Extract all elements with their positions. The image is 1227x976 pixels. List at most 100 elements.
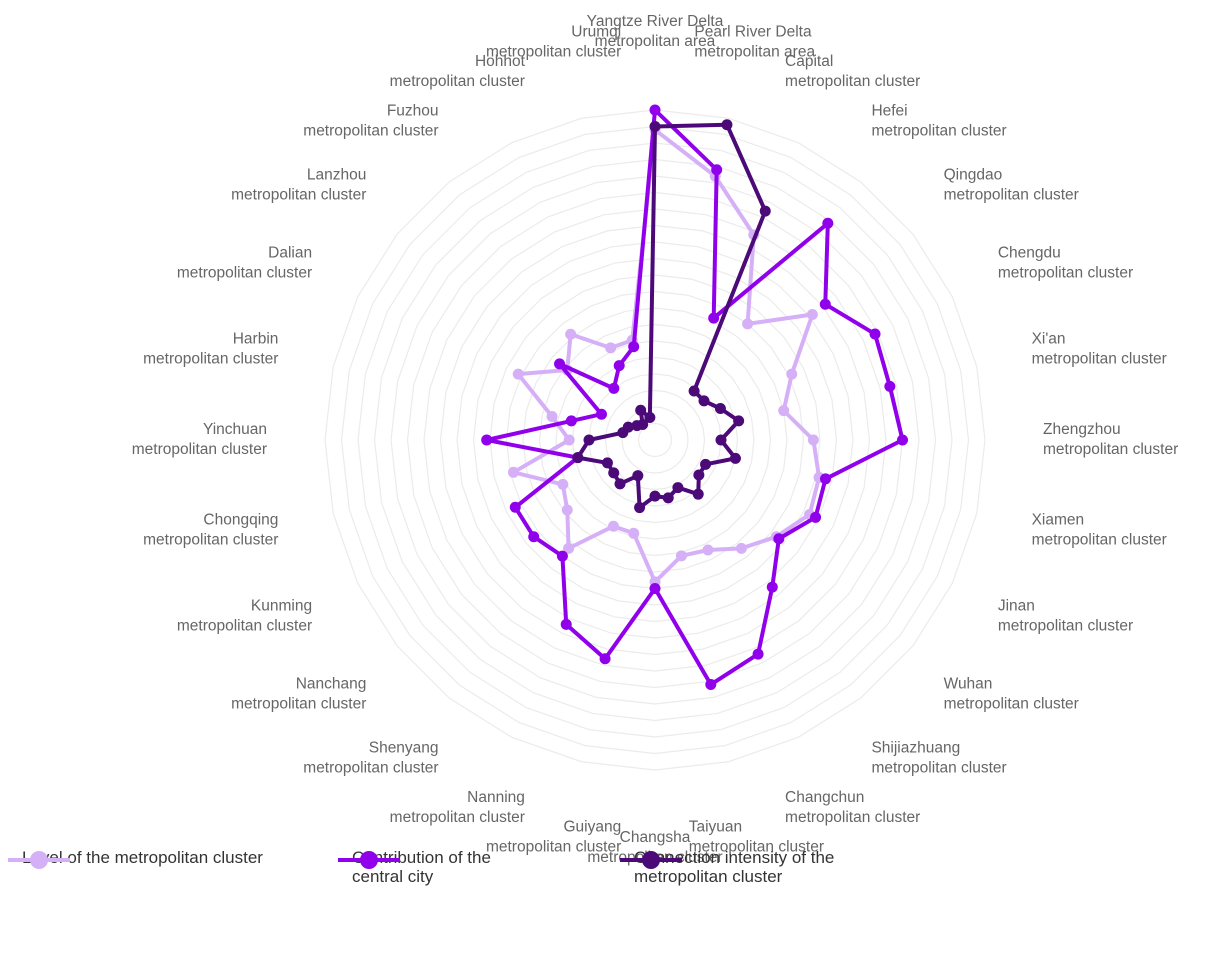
category-label: Changchun metropolitan cluster: [785, 788, 921, 826]
legend-marker: [360, 851, 378, 869]
grid-ring: [555, 340, 755, 540]
category-label: Taiyuan metropolitan cluster: [688, 818, 825, 856]
series-point: [822, 217, 834, 229]
grid-ring: [390, 175, 920, 705]
series-point: [786, 368, 798, 380]
category-label: Nanchang metropolitan cluster: [231, 675, 367, 713]
series-point: [714, 403, 726, 415]
series-point: [649, 583, 661, 594]
series-point: [481, 434, 493, 446]
category-label: Xiamen metropolitan cluster: [1031, 511, 1167, 549]
series-point: [662, 492, 674, 504]
series-point: [608, 467, 620, 479]
series-point: [512, 368, 524, 380]
grid-ring: [439, 224, 871, 656]
category-label: Lanzhou metropolitan cluster: [231, 166, 367, 204]
series-point: [635, 404, 647, 416]
series-point: [721, 119, 733, 131]
series-point: [649, 490, 661, 502]
category-label: Capital metropolitan cluster: [785, 53, 921, 91]
series-point: [637, 419, 649, 431]
series-point: [507, 466, 519, 478]
series-point: [698, 395, 710, 407]
series-point: [601, 457, 613, 469]
grid-ring: [588, 373, 722, 507]
grid-ring: [373, 158, 937, 722]
grid-ring: [637, 422, 673, 458]
legend-marker: [642, 851, 660, 869]
category-label: Kunming metropolitan cluster: [176, 598, 313, 636]
series-point: [711, 164, 723, 176]
series-point: [614, 478, 626, 490]
series-point: [705, 679, 717, 691]
category-label: Pearl River Delta metropolitan area: [694, 23, 816, 61]
series-point: [561, 504, 573, 516]
category-label: Hohhot metropolitan cluster: [389, 53, 525, 91]
series-point: [556, 550, 568, 562]
series-point: [554, 358, 566, 370]
category-label: Guiyang metropolitan cluster: [485, 818, 622, 856]
category-label: Hefei metropolitan cluster: [871, 102, 1007, 140]
grid-ring: [538, 323, 772, 557]
legend-swatch: [8, 851, 70, 869]
legend-item: Connection intensity of the metropolitan…: [620, 848, 924, 886]
legend-item: Contribution of the central city: [338, 848, 542, 886]
category-label: Dalian metropolitan cluster: [176, 243, 313, 281]
grid-ring: [571, 356, 739, 524]
series-point: [608, 382, 620, 394]
legend-label: Contribution of the central city: [352, 848, 491, 886]
category-label: Zhengzhou metropolitan cluster: [1043, 421, 1179, 458]
series-line: [575, 122, 768, 510]
series-point: [565, 328, 577, 340]
grid-ring: [324, 109, 986, 771]
series-line: [484, 108, 905, 687]
legend: Level of the metropolitan cluster Contrib…: [0, 848, 1227, 908]
series-point: [649, 121, 661, 132]
series-point: [733, 415, 745, 427]
series-point: [528, 531, 540, 543]
category-label: Yangtze River Delta metropolitan area: [586, 13, 724, 50]
series-point: [583, 434, 595, 446]
category-label: Nanning metropolitan cluster: [389, 788, 525, 826]
series-point: [708, 312, 720, 324]
series-point: [810, 511, 822, 523]
series-point: [607, 520, 619, 532]
series-point: [729, 452, 741, 464]
category-label: Xi'an metropolitan cluster: [1031, 330, 1167, 368]
series-point: [807, 434, 819, 446]
series-point: [735, 542, 747, 554]
series-point: [700, 458, 712, 470]
grid-ring: [604, 389, 706, 491]
series-point: [509, 501, 521, 513]
category-label: Yinchuan metropolitan cluster: [131, 421, 267, 458]
series-point: [742, 318, 754, 330]
category-label: Fuzhou metropolitan cluster: [303, 102, 439, 140]
series-line: [511, 127, 822, 584]
series-point: [649, 104, 661, 116]
series-point: [773, 533, 785, 545]
category-label: Chongqing metropolitan cluster: [143, 511, 279, 549]
series-point: [869, 328, 881, 340]
series-point: [884, 380, 896, 392]
series-point: [778, 405, 790, 417]
series-point: [675, 550, 687, 562]
legend-item: Level of the metropolitan cluster: [8, 848, 272, 869]
grid-ring: [406, 191, 904, 689]
series-point: [688, 385, 700, 397]
series-point: [605, 342, 617, 354]
category-label: Shenyang metropolitan cluster: [303, 739, 439, 777]
legend-swatch: [620, 851, 682, 869]
series-point: [563, 542, 575, 554]
series-point: [557, 478, 569, 490]
series-point: [634, 502, 646, 514]
grid-ring: [472, 257, 838, 623]
series-point: [715, 434, 727, 446]
grid-ring: [357, 142, 953, 738]
series-point: [599, 653, 611, 665]
series-point: [752, 648, 764, 660]
series-point: [632, 470, 644, 482]
series-point: [546, 411, 558, 423]
series-point: [595, 408, 607, 420]
